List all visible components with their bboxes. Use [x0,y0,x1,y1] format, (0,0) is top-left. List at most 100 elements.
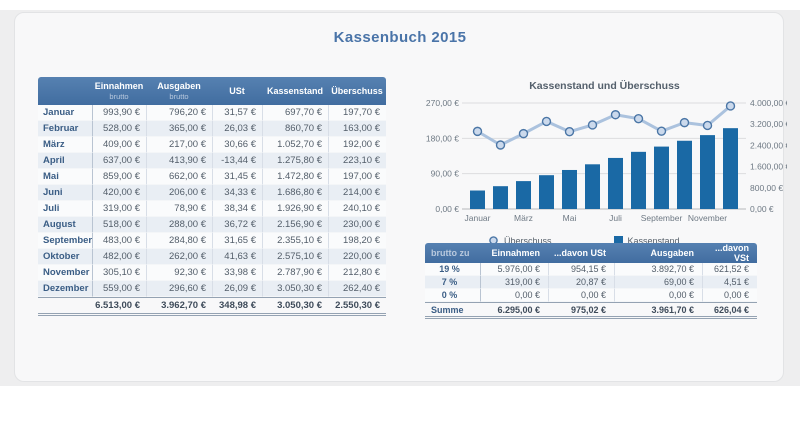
value-cell[interactable]: 262,00 € [146,249,212,265]
value-cell[interactable]: 319,00 € [480,276,548,289]
value-cell[interactable]: 2.355,10 € [262,233,328,249]
month-cell[interactable]: April [38,153,92,169]
total-value-cell[interactable]: 6.513,00 € [92,297,146,316]
value-cell[interactable]: 697,70 € [262,105,328,121]
value-cell[interactable]: 197,70 € [328,105,386,121]
value-cell[interactable]: 483,00 € [92,233,146,249]
value-cell[interactable]: 30,66 € [212,137,262,153]
total-value-cell[interactable]: 3.961,70 € [614,302,702,319]
value-cell[interactable]: 319,00 € [92,201,146,217]
value-cell[interactable]: 482,00 € [92,249,146,265]
value-cell[interactable]: 860,70 € [262,121,328,137]
value-cell[interactable]: 0,00 € [702,289,757,302]
column-header[interactable]: Einnahmen brutto [92,77,146,105]
tax-rate-cell[interactable]: 7 % [425,276,480,289]
value-cell[interactable]: 262,40 € [328,281,386,297]
column-header[interactable]: Ausgaben brutto [146,77,212,105]
value-cell[interactable]: 92,30 € [146,265,212,281]
total-value-cell[interactable]: 2.550,30 € [328,297,386,316]
value-cell[interactable]: 223,10 € [328,153,386,169]
column-header[interactable]: Einnahmen [480,243,548,263]
value-cell[interactable]: 31,65 € [212,233,262,249]
column-header[interactable]: Überschuss [328,77,386,105]
value-cell[interactable]: 621,52 € [702,263,757,276]
value-cell[interactable]: 26,03 € [212,121,262,137]
value-cell[interactable]: 409,00 € [92,137,146,153]
value-cell[interactable]: 0,00 € [614,289,702,302]
value-cell[interactable]: 34,33 € [212,185,262,201]
column-header[interactable]: ...davon VSt [702,243,757,263]
value-cell[interactable]: 518,00 € [92,217,146,233]
value-cell[interactable]: 2.575,10 € [262,249,328,265]
value-cell[interactable]: 198,20 € [328,233,386,249]
value-cell[interactable]: 662,00 € [146,169,212,185]
value-cell[interactable]: 33,98 € [212,265,262,281]
total-value-cell[interactable]: 626,04 € [702,302,757,319]
value-cell[interactable]: 217,00 € [146,137,212,153]
value-cell[interactable]: 69,00 € [614,276,702,289]
value-cell[interactable]: 41,63 € [212,249,262,265]
value-cell[interactable]: 240,10 € [328,201,386,217]
value-cell[interactable]: 637,00 € [92,153,146,169]
column-header[interactable]: ...davon USt [548,243,614,263]
total-value-cell[interactable]: 348,98 € [212,297,262,316]
month-cell[interactable]: Juli [38,201,92,217]
value-cell[interactable]: 1.472,80 € [262,169,328,185]
value-cell[interactable]: 214,00 € [328,185,386,201]
value-cell[interactable]: 420,00 € [92,185,146,201]
value-cell[interactable]: 2.787,90 € [262,265,328,281]
value-cell[interactable]: 192,00 € [328,137,386,153]
value-cell[interactable]: 1.686,80 € [262,185,328,201]
value-cell[interactable]: 20,87 € [548,276,614,289]
value-cell[interactable]: 26,09 € [212,281,262,297]
total-value-cell[interactable]: 3.962,70 € [146,297,212,316]
value-cell[interactable]: 206,00 € [146,185,212,201]
month-cell[interactable]: September [38,233,92,249]
value-cell[interactable]: 212,80 € [328,265,386,281]
total-value-cell[interactable]: 975,02 € [548,302,614,319]
column-header[interactable] [38,77,92,105]
value-cell[interactable]: 1.926,90 € [262,201,328,217]
value-cell[interactable]: 859,00 € [92,169,146,185]
value-cell[interactable]: 954,15 € [548,263,614,276]
value-cell[interactable]: 4,51 € [702,276,757,289]
value-cell[interactable]: 365,00 € [146,121,212,137]
value-cell[interactable]: 1.052,70 € [262,137,328,153]
value-cell[interactable]: 31,57 € [212,105,262,121]
value-cell[interactable]: 38,34 € [212,201,262,217]
value-cell[interactable]: 1.275,80 € [262,153,328,169]
month-cell[interactable]: August [38,217,92,233]
value-cell[interactable]: -13,44 € [212,153,262,169]
column-header[interactable]: Kassenstand [262,77,328,105]
value-cell[interactable]: 230,00 € [328,217,386,233]
column-header[interactable]: USt [212,77,262,105]
month-cell[interactable]: März [38,137,92,153]
month-cell[interactable]: Oktober [38,249,92,265]
tax-rate-cell[interactable]: 19 % [425,263,480,276]
month-cell[interactable]: Juni [38,185,92,201]
value-cell[interactable]: 31,45 € [212,169,262,185]
month-cell[interactable]: November [38,265,92,281]
value-cell[interactable]: 305,10 € [92,265,146,281]
value-cell[interactable]: 220,00 € [328,249,386,265]
value-cell[interactable]: 288,00 € [146,217,212,233]
value-cell[interactable]: 413,90 € [146,153,212,169]
value-cell[interactable]: 0,00 € [548,289,614,302]
value-cell[interactable]: 36,72 € [212,217,262,233]
value-cell[interactable]: 197,00 € [328,169,386,185]
value-cell[interactable]: 78,90 € [146,201,212,217]
value-cell[interactable]: 796,20 € [146,105,212,121]
value-cell[interactable]: 3.892,70 € [614,263,702,276]
value-cell[interactable]: 993,90 € [92,105,146,121]
value-cell[interactable]: 2.156,90 € [262,217,328,233]
value-cell[interactable]: 3.050,30 € [262,281,328,297]
column-header[interactable]: brutto zu [425,243,480,263]
tax-rate-cell[interactable]: 0 % [425,289,480,302]
value-cell[interactable]: 163,00 € [328,121,386,137]
total-value-cell[interactable]: 3.050,30 € [262,297,328,316]
value-cell[interactable]: 284,80 € [146,233,212,249]
month-cell[interactable]: Mai [38,169,92,185]
column-header[interactable]: Ausgaben [614,243,702,263]
value-cell[interactable]: 5.976,00 € [480,263,548,276]
value-cell[interactable]: 528,00 € [92,121,146,137]
